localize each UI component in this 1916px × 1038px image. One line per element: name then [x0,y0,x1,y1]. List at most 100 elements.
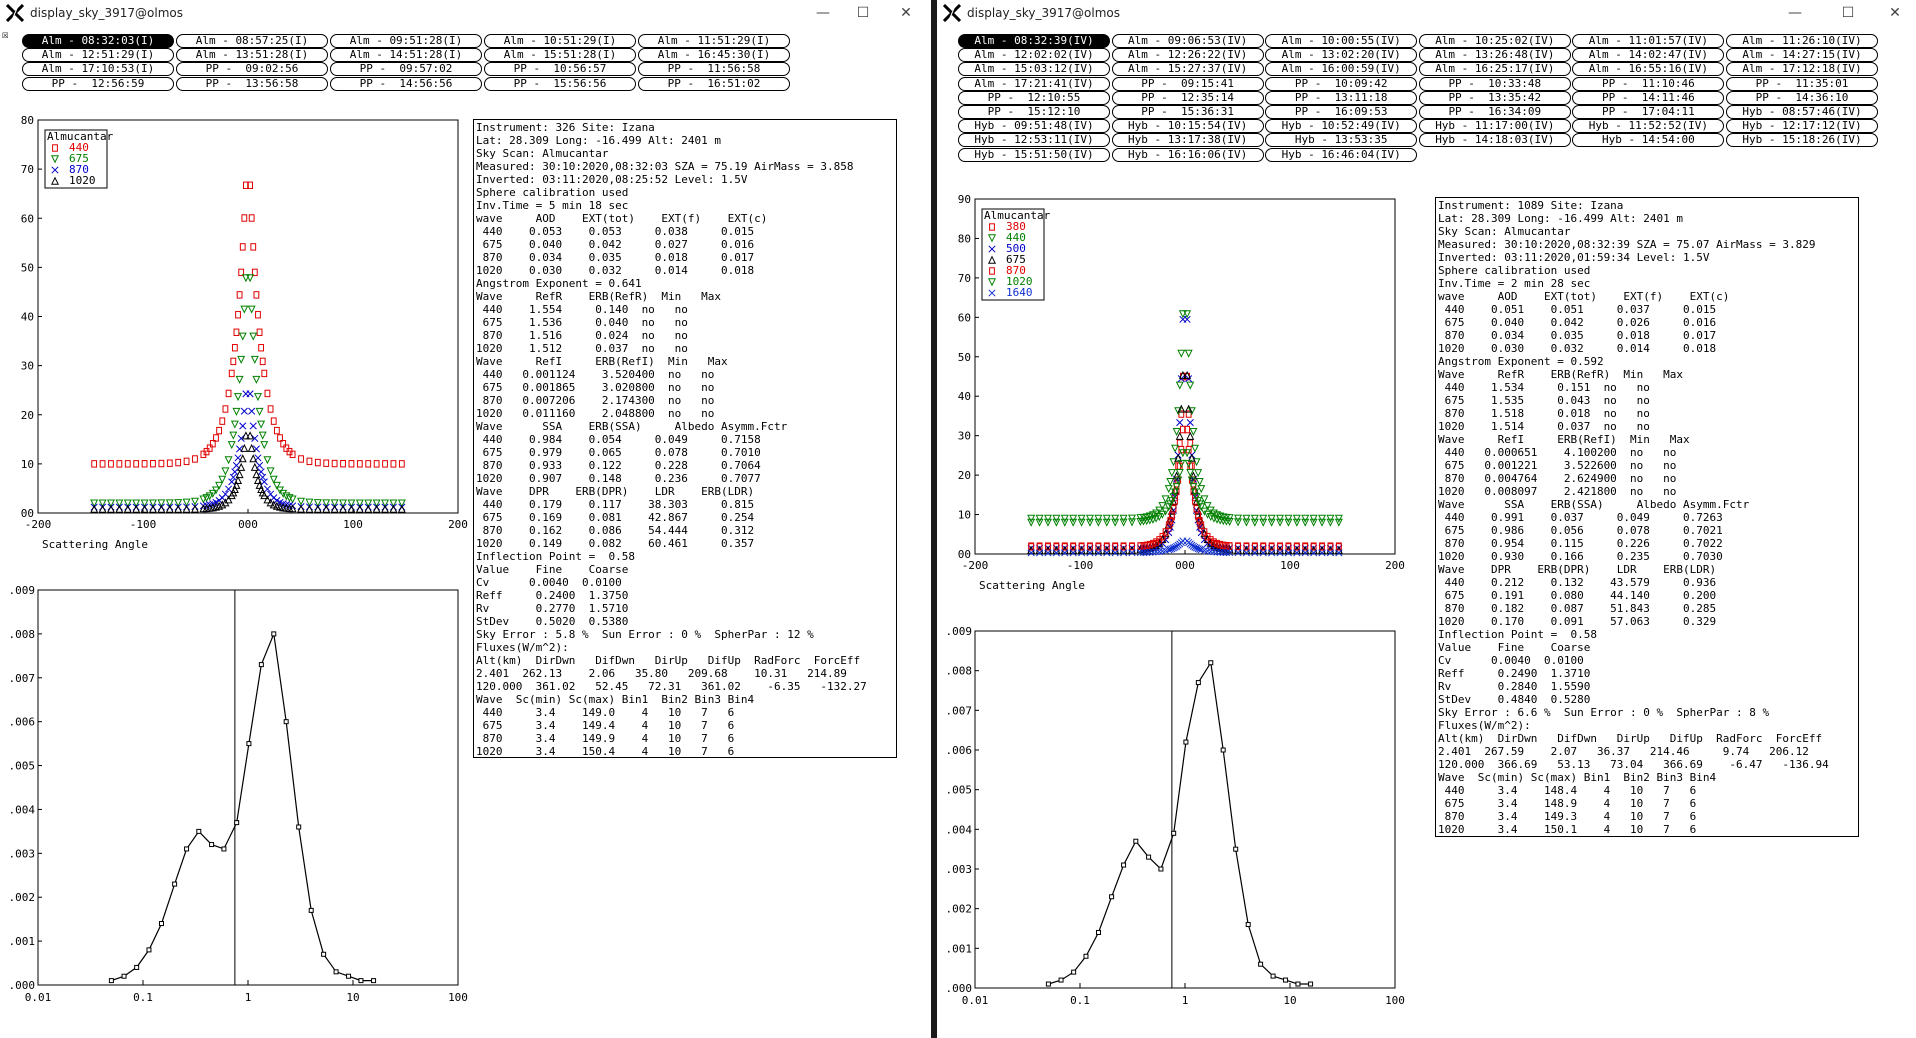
scan-button[interactable]: Hyb - 14:18:03(IV) [1418,133,1571,148]
data-point [200,450,207,459]
scan-button[interactable]: Alm - 11:26:10(IV) [1726,34,1878,48]
scan-button[interactable]: PP - 12:35:14 [1111,90,1264,105]
minimize-button[interactable]: — [1788,5,1802,21]
scan-button[interactable]: Alm - 10:51:29(I) [484,34,636,48]
scan-button[interactable]: PP - 17:04:11 [1572,105,1725,119]
scan-button[interactable]: Hyb - 15:51:50(IV) [958,147,1110,162]
scan-button[interactable]: Hyb - 12:17:12(IV) [1726,119,1878,134]
scan-button[interactable]: Hyb - 09:51:48(IV) [958,119,1110,134]
scan-button[interactable]: Alm - 13:51:28(I) [176,48,328,63]
scan-button[interactable]: Alm - 15:27:37(IV) [1111,62,1264,77]
scan-button[interactable]: Hyb - 11:17:00(IV) [1418,119,1571,134]
scan-button[interactable]: Alm - 12:51:29(I) [22,48,174,63]
data-point [259,473,267,481]
scan-button[interactable]: Alm - 12:26:22(IV) [1111,48,1264,63]
data-point [246,274,255,283]
scan-button[interactable]: Alm - 16:00:59(IV) [1265,62,1418,77]
scan-button[interactable]: PP - 16:34:09 [1418,105,1571,119]
data-point [1222,548,1231,557]
scan-button[interactable]: Hyb - 15:18:26(IV) [1726,133,1878,148]
scan-button[interactable]: Hyb - 16:46:04(IV) [1265,147,1418,162]
scan-button[interactable]: Alm - 13:02:20(IV) [1265,48,1418,63]
data-point [1152,514,1161,523]
maximize-button[interactable]: ☐ [856,5,870,21]
scan-button[interactable]: PP - 12:10:55 [958,90,1110,105]
scan-button[interactable]: PP - 09:15:41 [1111,76,1264,91]
scan-button[interactable]: PP - 10:33:48 [1418,76,1571,91]
plot-frame [37,589,459,986]
scan-button[interactable]: Alm - 17:12:18(IV) [1726,62,1878,77]
x-tick-label: 10 [346,991,359,1004]
scan-button[interactable]: PP - 10:09:42 [1265,76,1418,91]
scan-button[interactable]: PP - 14:56:56 [330,76,482,91]
scan-button[interactable]: Alm - 16:55:16(IV) [1572,62,1725,77]
scan-button[interactable]: Alm - 17:10:53(I) [22,62,174,77]
scan-button[interactable]: Hyb - 10:52:49(IV) [1265,119,1418,134]
scan-button[interactable]: PP - 09:02:56 [176,62,328,77]
scan-button[interactable]: PP - 12:56:59 [22,76,174,91]
scan-button[interactable]: PP - 15:56:56 [484,76,636,91]
data-point [221,467,230,476]
scan-button[interactable]: Alm - 10:25:02(IV) [1418,34,1571,48]
scan-button[interactable]: Hyb - 11:52:52(IV) [1572,119,1725,134]
scan-button[interactable]: PP - 15:12:10 [958,105,1110,119]
scan-button[interactable]: Hyb - 12:53:11(IV) [958,133,1110,148]
data-point [1326,549,1334,557]
maximize-button[interactable]: ☐ [1841,5,1855,21]
scan-button[interactable]: PP - 09:57:02 [330,62,482,77]
scan-button[interactable]: Alm - 14:51:28(I) [330,48,482,63]
data-point [1060,514,1069,523]
y-tick-label: .009 [9,584,36,597]
scan-button[interactable]: Alm - 09:51:28(I) [330,34,482,48]
scan-button[interactable]: PP - 13:11:18 [1265,90,1418,105]
scan-button[interactable]: PP - 14:36:10 [1726,90,1878,105]
data-point [209,439,216,448]
scan-button[interactable]: Hyb - 13:53:35 [1265,133,1418,148]
data-point [1166,477,1175,486]
scan-button[interactable]: Alm - 17:21:41(IV) [958,76,1110,91]
scan-button[interactable]: PP - 16:51:02 [638,76,790,91]
scan-button[interactable]: Hyb - 16:16:06(IV) [1111,147,1264,162]
scan-button[interactable]: Alm - 13:26:48(IV) [1418,48,1571,63]
scan-button[interactable]: Hyb - 08:57:46(IV) [1726,105,1878,119]
scan-button[interactable]: Alm - 14:02:47(IV) [1572,48,1725,63]
scan-button[interactable]: PP - 11:10:46 [1572,76,1725,91]
scan-button[interactable]: Alm - 08:57:25(I) [176,34,328,48]
scan-button[interactable]: PP - 16:09:53 [1265,105,1418,119]
data-point [1210,538,1217,546]
scan-button[interactable]: Alm - 10:00:55(IV) [1265,34,1418,48]
close-button[interactable]: ✕ [1889,5,1901,21]
scan-button[interactable]: Alm - 11:01:57(IV) [1572,34,1725,48]
scan-button[interactable]: Alm - 16:25:17(IV) [1418,62,1571,77]
scan-button[interactable]: Hyb - 13:17:38(IV) [1111,133,1264,148]
data-point [1136,549,1144,557]
scan-button[interactable]: PP - 10:56:57 [484,62,636,77]
scan-button[interactable]: Alm - 15:03:12(IV) [958,62,1110,77]
scan-button[interactable]: PP - 13:35:42 [1418,90,1571,105]
scan-button[interactable]: PP - 14:11:46 [1572,90,1725,105]
scan-button[interactable]: Alm - 15:51:28(I) [484,48,636,63]
scan-button[interactable]: Alm - 14:27:15(IV) [1726,48,1878,63]
data-point [1318,518,1327,527]
close-button[interactable]: ✕ [900,5,912,21]
scan-button[interactable]: Alm - 08:32:39(IV) [958,34,1110,48]
scan-button[interactable]: PP - 15:36:31 [1111,105,1264,119]
data-point [1206,513,1215,522]
scan-button[interactable]: Alm - 08:32:03(I) [22,34,174,48]
scan-button[interactable]: Hyb - 14:54:00 [1572,133,1725,148]
scan-button[interactable]: Hyb - 10:15:54(IV) [1111,119,1264,134]
scan-button[interactable]: PP - 13:56:58 [176,76,328,91]
data-point [213,434,219,442]
scan-button[interactable]: Alm - 11:51:29(I) [638,34,790,48]
scan-button[interactable]: PP - 11:56:58 [638,62,790,77]
scan-button[interactable]: Alm - 09:06:53(IV) [1111,34,1264,48]
minimize-button[interactable]: — [816,5,830,21]
data-point [1153,538,1160,546]
data-point [330,504,339,513]
scan-button[interactable]: Alm - 12:02:02(IV) [958,48,1110,63]
data-point [1220,541,1227,550]
corner-close-icon[interactable]: ☒ [2,28,9,41]
scan-button[interactable]: PP - 11:35:01 [1726,76,1878,91]
scan-button[interactable]: Alm - 16:45:30(I) [638,48,790,63]
y-tick-label: .000 [9,979,36,992]
